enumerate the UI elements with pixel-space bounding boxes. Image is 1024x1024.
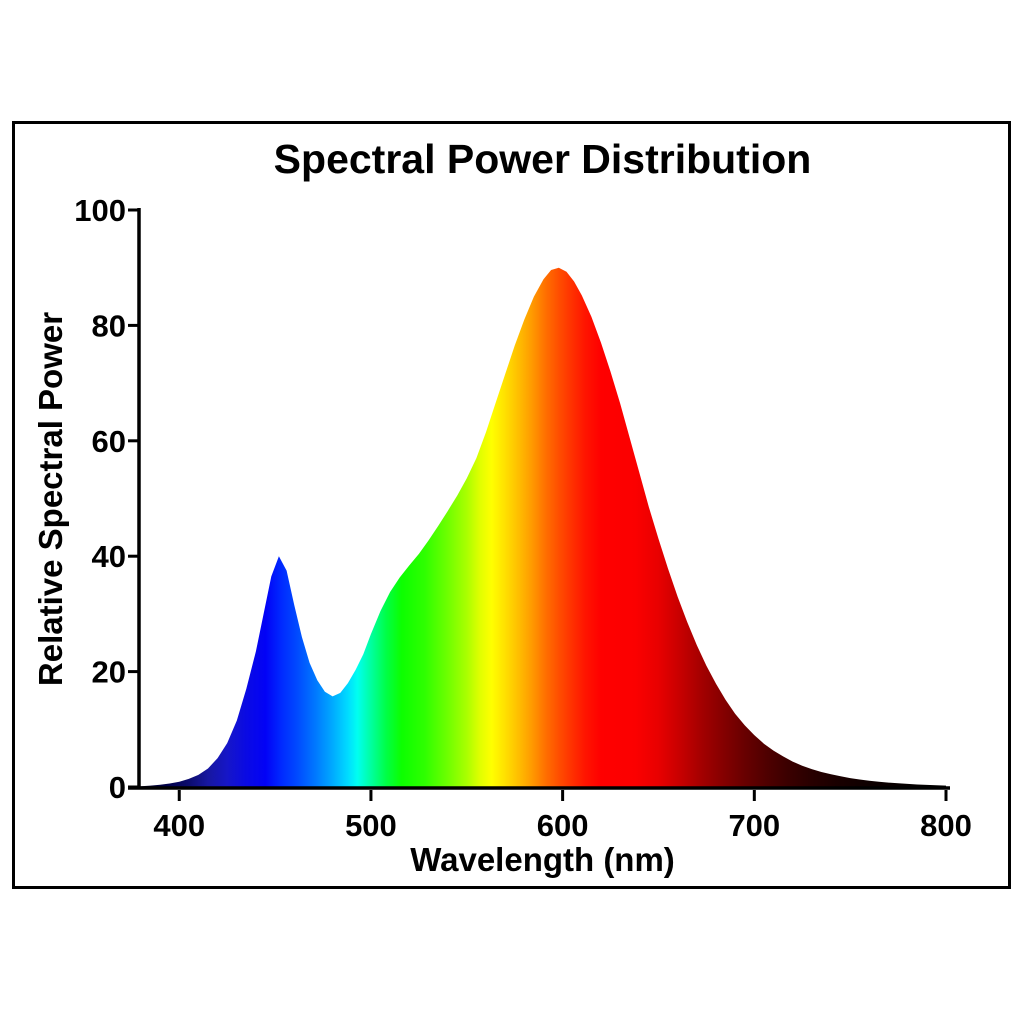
x-axis-title: Wavelength (nm)	[410, 841, 675, 878]
x-tick-label: 600	[537, 808, 589, 843]
y-tick-label: 0	[109, 770, 126, 805]
x-tick-label: 500	[345, 808, 397, 843]
x-tick-label: 400	[153, 808, 205, 843]
y-tick-label: 60	[92, 424, 126, 459]
y-tick-label: 100	[74, 193, 126, 228]
y-tick-label: 20	[92, 655, 126, 690]
y-tick-label: 40	[92, 539, 126, 574]
spectral-area	[139, 267, 946, 787]
chart-title: Spectral Power Distribution	[273, 136, 812, 182]
y-tick-label: 80	[92, 308, 126, 343]
x-tick-label: 800	[920, 808, 972, 843]
x-tick-label: 700	[728, 808, 780, 843]
